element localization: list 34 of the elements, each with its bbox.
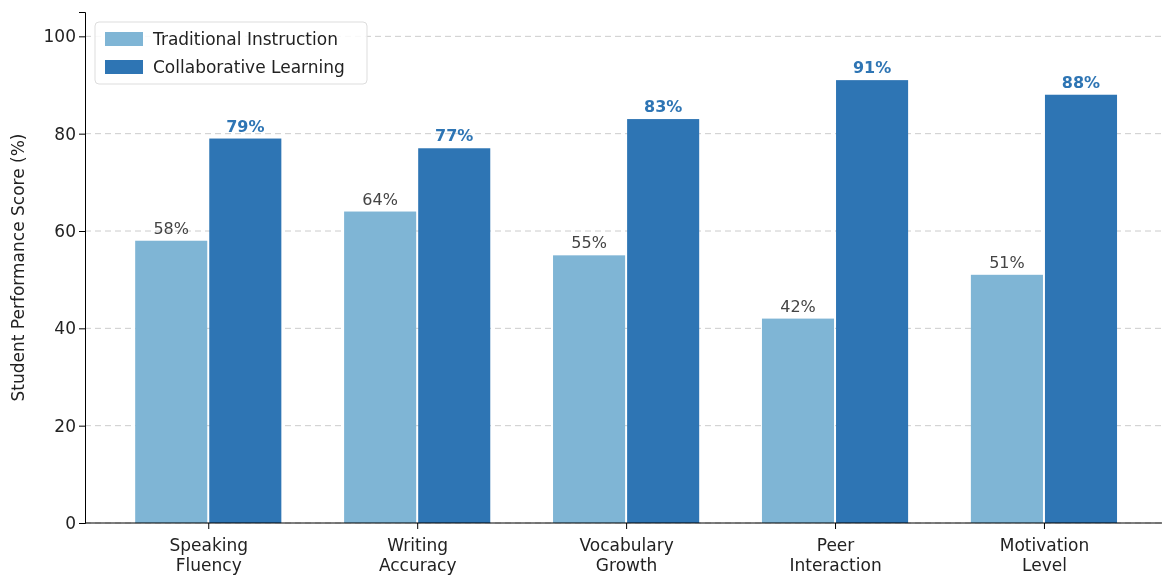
bar bbox=[836, 80, 909, 523]
bar bbox=[209, 138, 282, 523]
data-label: 79% bbox=[226, 116, 265, 136]
y-tick-label: 20 bbox=[54, 415, 76, 436]
data-label: 77% bbox=[435, 126, 474, 146]
data-label: 58% bbox=[153, 218, 190, 238]
bar bbox=[344, 211, 417, 523]
bar bbox=[970, 274, 1043, 523]
y-tick-label: 0 bbox=[65, 512, 76, 533]
data-label: 55% bbox=[571, 233, 607, 253]
data-label: 64% bbox=[362, 189, 398, 209]
y-tick-label: 100 bbox=[43, 26, 76, 47]
y-tick-label: 80 bbox=[54, 123, 76, 144]
data-label: 42% bbox=[780, 296, 816, 316]
y-axis-title: Student Performance Score (%) bbox=[8, 133, 28, 402]
x-tick-label: Motivation Level bbox=[999, 535, 1090, 575]
bar bbox=[418, 148, 491, 523]
y-tick-label: 60 bbox=[54, 220, 76, 241]
bar bbox=[1044, 94, 1118, 523]
bar bbox=[627, 119, 700, 523]
legend-label: Collaborative Learning bbox=[153, 57, 345, 77]
data-label: 88% bbox=[1061, 72, 1101, 92]
bar bbox=[135, 240, 208, 523]
data-label: 91% bbox=[852, 58, 892, 78]
x-tick-label: Writing Accuracy bbox=[378, 535, 457, 575]
y-tick-label: 40 bbox=[54, 318, 76, 339]
x-tick-label: Vocabulary Growth bbox=[579, 535, 674, 575]
bar bbox=[761, 318, 835, 523]
x-tick-label: Speaking Fluency bbox=[169, 535, 249, 575]
data-label: 83% bbox=[644, 97, 683, 117]
legend-label: Traditional Instruction bbox=[152, 29, 338, 49]
data-label: 51% bbox=[989, 252, 1025, 272]
bar bbox=[553, 255, 626, 523]
x-tick-label: Peer Interaction bbox=[789, 535, 882, 575]
